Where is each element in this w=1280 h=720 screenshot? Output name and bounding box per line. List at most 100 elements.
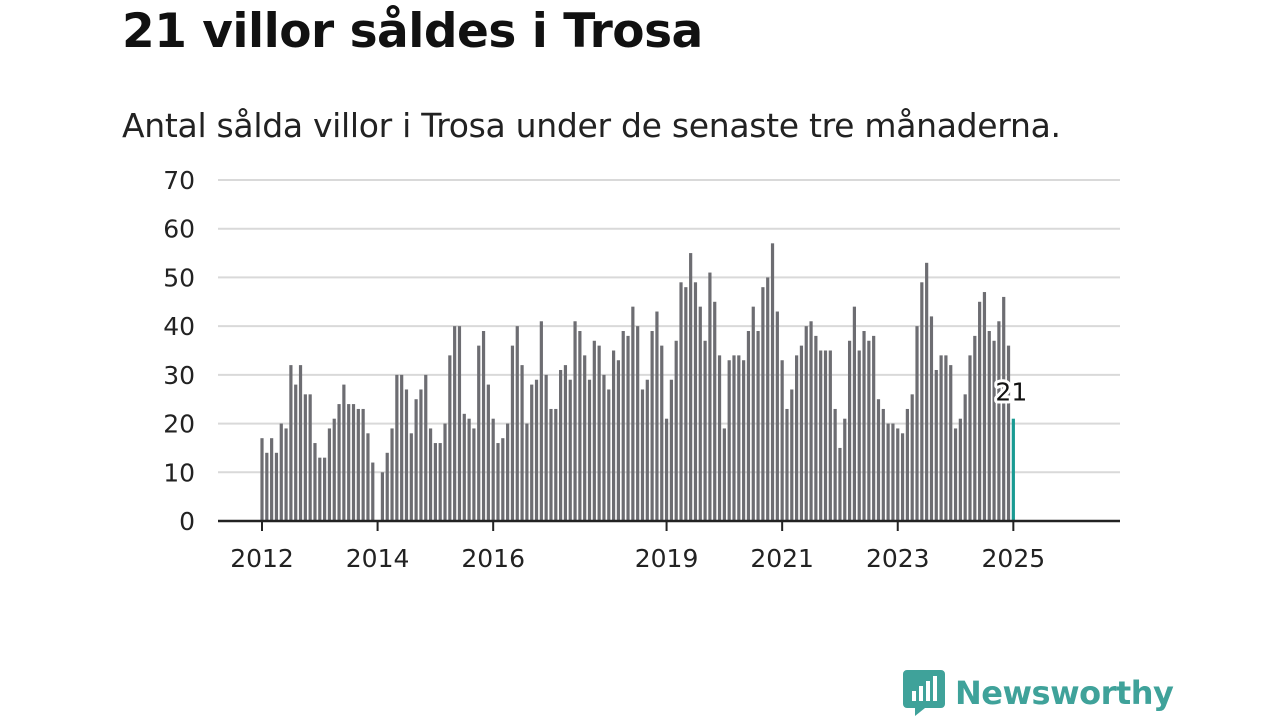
- bar: [578, 331, 582, 521]
- bar: [746, 331, 751, 521]
- bar: [785, 408, 789, 521]
- bar: [424, 374, 428, 521]
- bar: [414, 399, 418, 521]
- bar: [915, 326, 919, 521]
- bar: [751, 306, 755, 521]
- bar: [481, 331, 486, 521]
- bar: [833, 408, 837, 521]
- bar: [857, 350, 861, 521]
- bar: [539, 321, 543, 521]
- bar: [920, 282, 924, 521]
- bar: [308, 394, 312, 521]
- bar: [270, 438, 274, 521]
- x-tick-label: 2019: [635, 544, 699, 573]
- bar: [371, 462, 375, 521]
- bar: [819, 350, 823, 521]
- newsworthy-logo-icon: [903, 670, 945, 716]
- bar: [438, 443, 442, 521]
- bar: [313, 443, 317, 521]
- bar: [679, 282, 683, 521]
- bar: [703, 340, 707, 521]
- bar: [554, 408, 558, 521]
- x-tick-label: 2014: [346, 544, 410, 573]
- bar: [823, 350, 828, 521]
- brand-logo: Newsworthy: [903, 670, 1174, 716]
- bar: [573, 321, 577, 521]
- bar: [809, 321, 813, 521]
- bar: [973, 335, 977, 521]
- bar: [775, 311, 779, 521]
- x-tick-label: 2025: [982, 544, 1046, 573]
- y-tick-label: 50: [163, 263, 195, 292]
- bar: [963, 394, 967, 521]
- bar: [404, 389, 409, 521]
- bar: [525, 423, 529, 521]
- y-axis-ticks: 0 10 20 30 40 50 60 70: [163, 166, 195, 536]
- bar: [587, 379, 592, 521]
- bar: [448, 355, 452, 521]
- bar: [655, 311, 659, 521]
- bar: [486, 384, 490, 521]
- x-tick-label: 2023: [866, 544, 930, 573]
- bar: [433, 443, 437, 521]
- bar: [910, 394, 914, 521]
- bar: [549, 408, 553, 521]
- bar: [949, 365, 953, 521]
- y-tick-label: 0: [179, 507, 195, 536]
- y-tick-label: 10: [163, 458, 195, 487]
- bar: [876, 399, 881, 521]
- bar: [380, 472, 385, 521]
- brand-name: Newsworthy: [955, 674, 1174, 712]
- bar: [717, 355, 722, 521]
- bar: [289, 365, 293, 521]
- bar: [501, 438, 505, 521]
- bar: [987, 331, 991, 521]
- bar: [770, 243, 775, 522]
- bar: [491, 418, 495, 521]
- bar: [828, 350, 832, 521]
- bar: [722, 428, 726, 521]
- bar: [274, 452, 279, 521]
- bar: [761, 287, 765, 521]
- bar: [650, 331, 654, 521]
- bar: [337, 404, 341, 521]
- bar: [400, 374, 404, 521]
- bar: [530, 384, 534, 521]
- bar: [390, 428, 394, 521]
- bar: [1002, 296, 1006, 521]
- bar: [260, 438, 264, 521]
- bar: [872, 335, 876, 521]
- bar: [616, 360, 621, 521]
- bar: [467, 418, 471, 521]
- bar: [674, 340, 678, 521]
- bars: [260, 243, 1015, 522]
- bar: [472, 428, 476, 521]
- bar: [563, 365, 568, 521]
- bar: [929, 316, 934, 521]
- bar: [645, 379, 649, 521]
- bar: [520, 365, 524, 521]
- bar: [958, 418, 962, 521]
- bar: [669, 379, 673, 521]
- bar: [457, 326, 462, 521]
- bar: [992, 340, 996, 521]
- bar: [660, 345, 664, 521]
- bar: [891, 423, 895, 521]
- bar: [944, 355, 948, 521]
- bar: [997, 321, 1001, 521]
- bar: [795, 355, 799, 521]
- bar: [664, 418, 669, 521]
- x-tick-label: 2012: [230, 544, 294, 573]
- x-tick-label: 2016: [461, 544, 525, 573]
- bar: [838, 447, 842, 521]
- bar: [611, 350, 616, 521]
- bar: [862, 331, 866, 521]
- value-annotation: 21: [992, 375, 1030, 410]
- bar: [323, 457, 327, 521]
- bar: [934, 369, 938, 521]
- bar: [506, 423, 510, 521]
- bar: [583, 355, 587, 521]
- y-tick-label: 40: [163, 312, 195, 341]
- x-tick-label: 2021: [750, 544, 814, 573]
